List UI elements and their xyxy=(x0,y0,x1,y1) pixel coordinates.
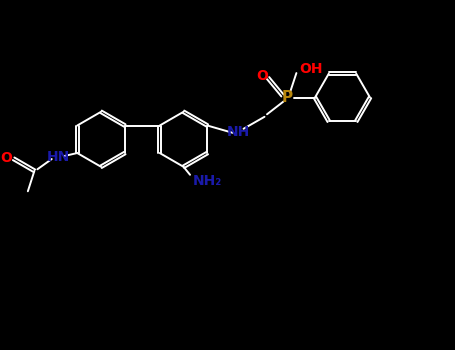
Text: HN: HN xyxy=(46,150,70,164)
Text: NH₂: NH₂ xyxy=(192,174,222,188)
Text: O: O xyxy=(1,151,13,165)
Text: NH: NH xyxy=(227,125,250,139)
Text: OH: OH xyxy=(299,62,323,76)
Text: O: O xyxy=(256,69,268,83)
Text: P: P xyxy=(282,90,293,105)
